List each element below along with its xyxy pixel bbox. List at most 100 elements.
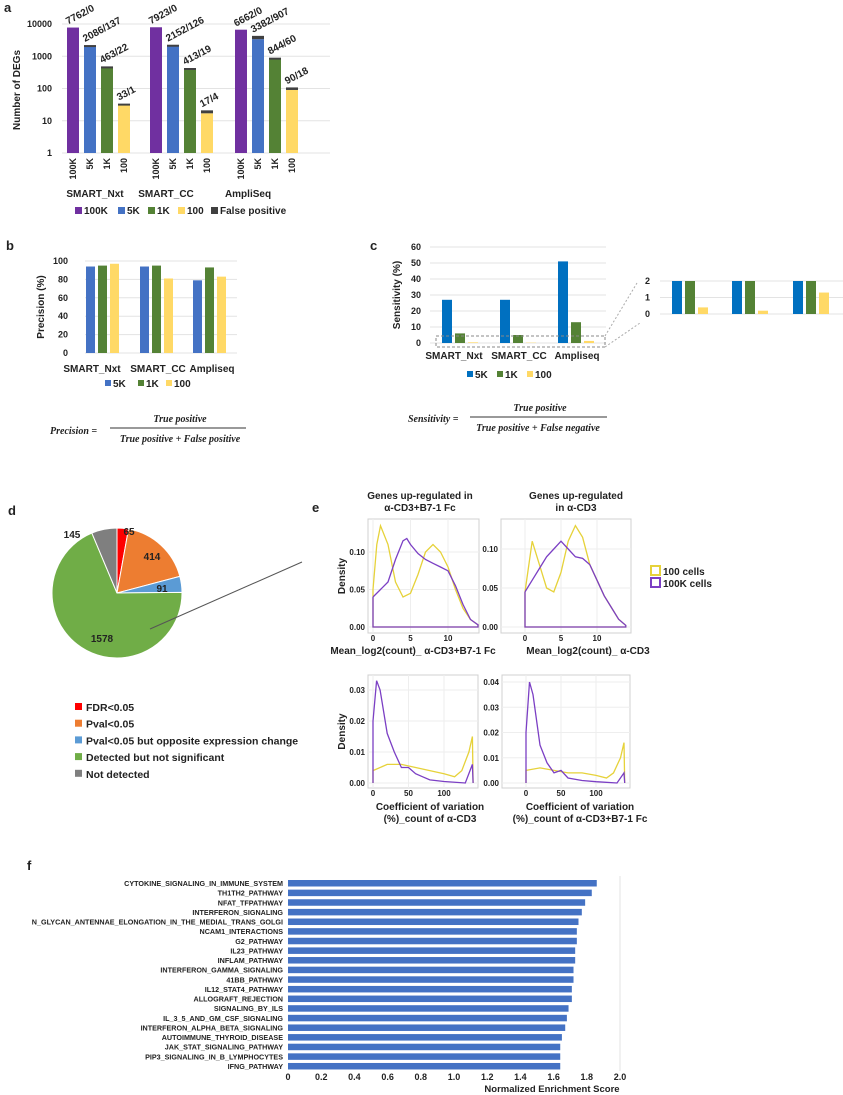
y-tick-label: 40 bbox=[58, 311, 68, 321]
y-tick-label: 100 bbox=[37, 84, 52, 94]
legend-swatch bbox=[118, 207, 125, 214]
group-label: SMART_Nxt bbox=[66, 189, 124, 200]
pathway-label: INTERFERON_SIGNALING bbox=[192, 908, 283, 917]
bar-1K bbox=[152, 265, 161, 353]
bar-5K bbox=[558, 261, 568, 343]
x-tick-label: Ampliseq bbox=[554, 351, 599, 362]
inset-bar-1K bbox=[685, 281, 695, 314]
y-tick-label: 0.10 bbox=[482, 545, 498, 554]
legend-swatch bbox=[527, 371, 533, 377]
legend-swatch bbox=[105, 380, 111, 386]
x-tick-label: 5K bbox=[85, 158, 95, 170]
y-tick-label: 0 bbox=[416, 338, 421, 348]
bar-100K bbox=[67, 27, 79, 154]
y-axis-title: Precision (%) bbox=[36, 275, 47, 338]
legend-label: 100 bbox=[174, 379, 191, 390]
x-tick-label: SMART_Nxt bbox=[425, 351, 483, 362]
y-tick-label: 0.00 bbox=[482, 623, 498, 632]
y-tick-label: 0.00 bbox=[349, 779, 365, 788]
y-tick-label: 20 bbox=[58, 330, 68, 340]
y-tick-label: 1000 bbox=[32, 51, 52, 61]
inset-bar-100 bbox=[758, 310, 768, 314]
callout-line bbox=[149, 561, 303, 630]
legend-label: 100 bbox=[187, 206, 204, 217]
bar-1K bbox=[98, 265, 107, 353]
pathway-label: IL12_STAT4_PATHWAY bbox=[205, 985, 283, 994]
y-tick-label: 40 bbox=[411, 274, 421, 284]
legend-swatch bbox=[138, 380, 144, 386]
pathway-label: SIGNALING_BY_ILS bbox=[214, 1004, 283, 1013]
legend-swatch bbox=[75, 703, 82, 710]
x-tick-label: 50 bbox=[557, 789, 566, 798]
panel-label-a: a bbox=[4, 0, 12, 15]
x-tick-label: 5K bbox=[253, 158, 263, 170]
bar-1K bbox=[513, 335, 523, 343]
legend-label: Detected but not significant bbox=[86, 752, 225, 764]
x-tick-label: 100 bbox=[202, 158, 212, 173]
legend-label: 100 bbox=[535, 370, 552, 381]
enrichment-bar bbox=[288, 1062, 561, 1070]
data-label: 2152/126 bbox=[164, 15, 206, 44]
formula-numerator: True positive bbox=[153, 414, 207, 425]
bar-5K bbox=[252, 39, 264, 153]
pie-slice bbox=[116, 528, 181, 594]
x-tick-label: 0.2 bbox=[315, 1072, 328, 1082]
plot-title: Genes up-regulated in bbox=[367, 491, 473, 502]
pathway-label: N_GLYCAN_ANTENNAE_ELONGATION_IN_THE_MEDI… bbox=[32, 918, 283, 927]
x-tick-label: 0.6 bbox=[381, 1072, 394, 1082]
legend-label: 100K bbox=[84, 206, 109, 217]
x-tick-label: 0 bbox=[371, 789, 376, 798]
legend-swatch bbox=[75, 207, 82, 214]
pathway-label: INTERFERON_ALPHA_BETA_SIGNALING bbox=[141, 1023, 284, 1032]
pathway-label: PIP3_SIGNALING_IN_B_LYMPHOCYTES bbox=[145, 1052, 283, 1061]
y-tick-label: 0.03 bbox=[483, 703, 499, 712]
legend-swatch bbox=[75, 769, 82, 777]
false-positive-segment bbox=[269, 57, 281, 60]
pie-slice bbox=[51, 532, 183, 659]
formula-lhs: Precision = bbox=[50, 426, 97, 437]
legend-swatch bbox=[211, 207, 218, 214]
pathway-label: NCAM1_INTERACTIONS bbox=[200, 927, 284, 936]
data-label: 2086/137 bbox=[81, 15, 123, 44]
plot-panel bbox=[500, 518, 632, 634]
y-axis-title: Density bbox=[337, 558, 348, 595]
legend-label: Not detected bbox=[86, 769, 150, 781]
inset-bar-5K bbox=[732, 281, 742, 314]
pathway-label: IFNG_PATHWAY bbox=[228, 1062, 284, 1071]
plot-title: Genes up-regulated bbox=[529, 491, 623, 502]
x-tick-label: SMART_Nxt bbox=[63, 364, 121, 375]
y-tick-label: 10000 bbox=[27, 19, 52, 29]
x-tick-label: 0.8 bbox=[415, 1072, 428, 1082]
panel-label-e: e bbox=[312, 500, 319, 515]
false-positive-segment bbox=[101, 66, 113, 69]
pathway-label: IL_3_5_AND_GM_CSF_SIGNALING bbox=[163, 1014, 283, 1023]
plot-panel bbox=[501, 674, 631, 789]
x-tick-label: 50 bbox=[404, 789, 413, 798]
slice-value-label: 1578 bbox=[91, 634, 114, 645]
x-axis-title: (%)_count of α-CD3+B7-1 Fc bbox=[513, 814, 648, 825]
legend-swatch bbox=[178, 207, 185, 214]
inset-y-tick-label: 1 bbox=[645, 293, 650, 303]
bar-5K bbox=[167, 45, 179, 153]
x-tick-label: 1.0 bbox=[448, 1072, 461, 1082]
bar-5K bbox=[140, 266, 149, 353]
y-tick-label: 0.10 bbox=[349, 548, 365, 557]
x-axis-title: Coefficient of variation bbox=[376, 802, 484, 813]
y-tick-label: 0.01 bbox=[483, 754, 499, 763]
enrichment-bar bbox=[288, 957, 576, 964]
x-axis-title: Mean_log2(count)_ α-CD3 bbox=[526, 646, 650, 657]
x-tick-label: 100K bbox=[68, 157, 78, 179]
pathway-label: NFAT_TFPATHWAY bbox=[218, 898, 283, 907]
pathway-label: AUTOIMMUNE_THYROID_DISEASE bbox=[162, 1033, 283, 1042]
y-tick-label: 0.04 bbox=[483, 678, 499, 687]
density-curve-100K-cells bbox=[524, 540, 627, 628]
y-axis-title: Number of DEGs bbox=[12, 50, 23, 130]
y-tick-label: 10 bbox=[42, 116, 52, 126]
slice-value-label: 91 bbox=[156, 584, 168, 595]
density-curve-100K-cells bbox=[372, 537, 479, 628]
x-tick-label: 100 bbox=[437, 789, 451, 798]
bar-100 bbox=[118, 104, 130, 153]
slice-value-label: 65 bbox=[123, 527, 135, 538]
panel-label-c: c bbox=[370, 238, 377, 253]
